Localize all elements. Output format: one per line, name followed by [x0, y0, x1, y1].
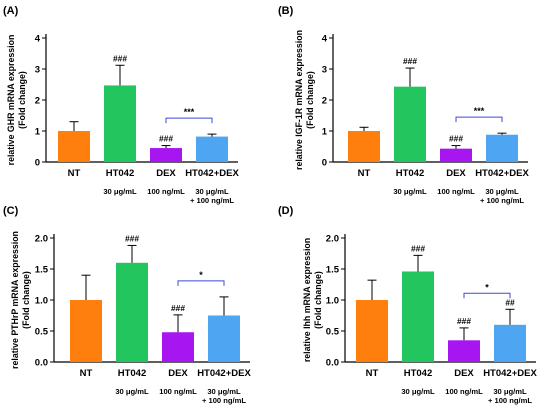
significance-label: ### — [449, 134, 463, 144]
dose-label: 100 ng/mL — [159, 387, 197, 396]
bracket-label: *** — [184, 107, 195, 117]
x-tick-label: NT — [80, 368, 93, 379]
y-tick-label: 0.5 — [326, 327, 340, 338]
y-tick-label: 0 — [322, 158, 327, 169]
x-tick-label: DEX — [168, 368, 188, 379]
y-tick-label: 1.5 — [326, 265, 340, 276]
dose-label: 30 μg/mL — [393, 187, 427, 196]
significance-label: ### — [411, 243, 425, 253]
dose-label: + 100 ng/mL — [202, 396, 246, 405]
y-tick-label: 2.0 — [35, 234, 48, 245]
dose-label: 30 μg/mL — [493, 387, 527, 396]
x-tick-label: DEX — [446, 168, 466, 179]
bar-dex — [162, 332, 194, 362]
y-tick-label: 0.5 — [35, 327, 49, 338]
chart-panel-1: (A) relative GHR mRNA expression(Fold cha… — [3, 5, 239, 205]
y-tick-label: 2 — [322, 96, 327, 107]
panel-label: (C) — [3, 205, 19, 217]
y-tick-label: 2.0 — [326, 234, 339, 245]
chart-panel-4: (D) relative Ihh mRNA expression(Fold cha… — [278, 205, 537, 405]
panel-label: (B) — [278, 5, 294, 17]
bar-dex — [150, 148, 182, 162]
y-axis-label: relative Ihh mRNA expression(Fold change… — [302, 238, 323, 362]
significance-label: ### — [171, 303, 185, 313]
panel-label: (A) — [3, 5, 19, 17]
dose-label: + 100 ng/mL — [488, 396, 532, 405]
dose-label: 100 ng/mL — [437, 187, 475, 196]
y-tick-label: 0.0 — [326, 358, 339, 369]
y-tick-label: 1.5 — [35, 265, 49, 276]
bar-dex — [448, 340, 480, 362]
x-tick-label: NT — [366, 368, 379, 379]
bar-ht042 — [394, 86, 426, 162]
bar-nt — [70, 300, 102, 362]
significance-label: ### — [159, 134, 173, 144]
bar-ht042-dex — [494, 324, 526, 362]
y-axis-label: relative IGF-1R mRNA expression(Fold cha… — [294, 30, 315, 170]
significance-bracket — [165, 117, 213, 124]
bar-ht042 — [402, 271, 434, 362]
chart-panel-3: (C) relative PTHrP mRNA expression(Fold c… — [3, 205, 251, 405]
significance-label: ### — [403, 56, 417, 66]
x-tick-label: DEX — [156, 168, 176, 179]
y-tick-label: 4 — [35, 34, 41, 45]
bar-dex — [440, 148, 472, 162]
significance-label: ### — [457, 316, 471, 326]
dose-label: 30 μg/mL — [207, 387, 241, 396]
bracket-label: * — [199, 270, 203, 280]
bar-ht042 — [104, 85, 136, 162]
y-axis-label: relative GHR mRNA expression(Fold change… — [6, 35, 27, 166]
y-tick-label: 1.0 — [326, 296, 339, 307]
y-tick-label: 0 — [35, 158, 40, 169]
bracket-label: * — [485, 282, 489, 292]
panel-label: (D) — [278, 205, 294, 217]
x-tick-label: NT — [358, 168, 371, 179]
significance-label: ### — [113, 53, 127, 63]
bar-ht042-dex — [486, 134, 518, 162]
dose-label: 30 μg/mL — [115, 387, 149, 396]
dose-label: 30 μg/mL — [103, 187, 137, 196]
y-axis-label: relative PTHrP mRNA expression(Fold chan… — [10, 231, 31, 369]
x-tick-label: NT — [68, 168, 81, 179]
y-tick-label: 3 — [322, 65, 327, 76]
x-tick-label: HT042 — [106, 168, 135, 179]
bar-nt — [348, 131, 380, 162]
x-tick-label: HT042+DEX — [483, 368, 537, 379]
dose-label: + 100 ng/mL — [190, 196, 234, 205]
bracket-label: *** — [474, 106, 485, 116]
y-tick-label: 1.0 — [35, 296, 48, 307]
bar-nt — [58, 131, 90, 162]
x-tick-label: HT042 — [404, 368, 433, 379]
x-tick-label: HT042 — [118, 368, 147, 379]
bar-ht042-dex — [196, 136, 228, 162]
x-tick-label: HT042 — [396, 168, 425, 179]
dose-label: 30 μg/mL — [485, 187, 519, 196]
x-tick-label: HT042+DEX — [185, 168, 239, 179]
bar-ht042 — [116, 262, 148, 362]
dose-label: 30 μg/mL — [401, 387, 435, 396]
y-tick-label: 1 — [322, 127, 328, 138]
bar-nt — [356, 300, 388, 362]
dose-label: 30 μg/mL — [195, 187, 229, 196]
chart-panel-2: (B) relative IGF-1R mRNA expression(Fold … — [278, 5, 529, 205]
significance-label: ## — [505, 297, 515, 307]
significance-bracket — [455, 116, 503, 123]
significance-bracket — [463, 292, 511, 299]
y-tick-label: 1 — [35, 127, 41, 138]
y-tick-label: 0.0 — [35, 358, 48, 369]
x-tick-label: HT042+DEX — [197, 368, 251, 379]
y-tick-label: 2 — [35, 96, 40, 107]
x-tick-label: HT042+DEX — [475, 168, 529, 179]
dose-label: 100 ng/mL — [445, 387, 483, 396]
x-tick-label: DEX — [454, 368, 474, 379]
dose-label: 100 ng/mL — [147, 187, 185, 196]
dose-label: + 100 ng/mL — [480, 196, 524, 205]
significance-label: ### — [125, 233, 139, 243]
bar-ht042-dex — [208, 315, 240, 362]
significance-bracket — [177, 280, 225, 286]
y-tick-label: 3 — [35, 65, 40, 76]
y-tick-label: 4 — [322, 34, 328, 45]
